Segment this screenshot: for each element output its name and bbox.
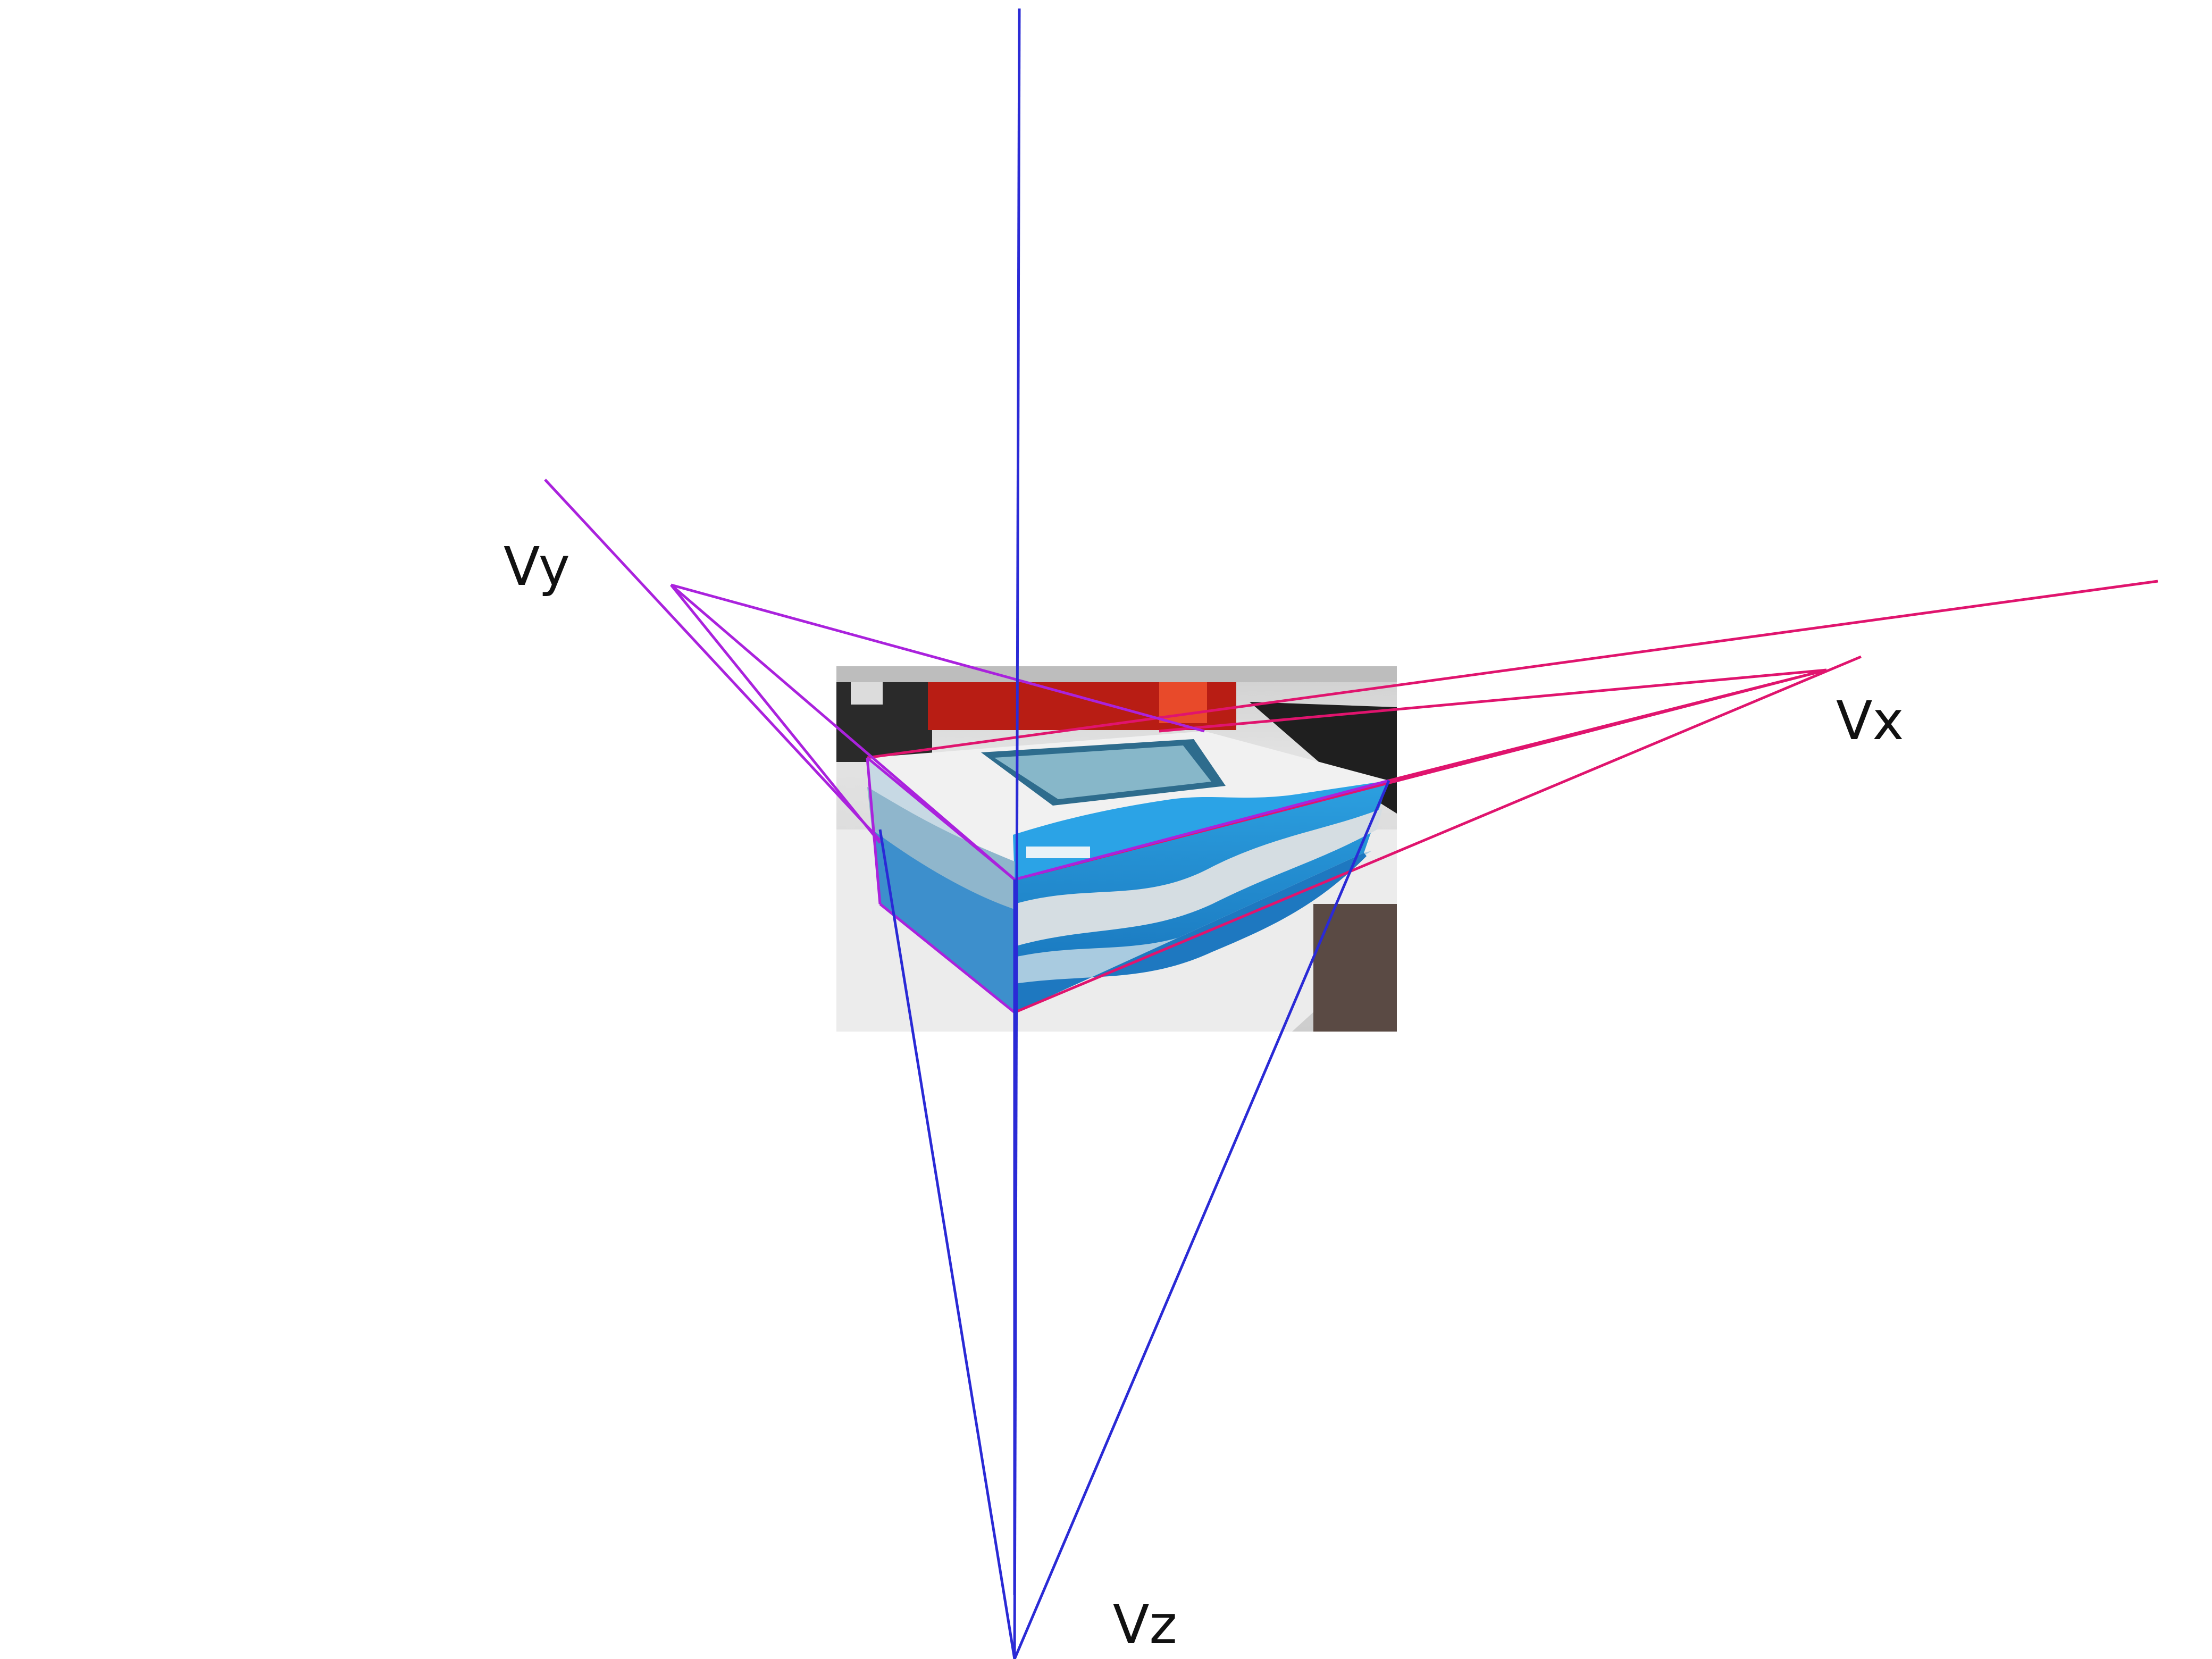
box-photo bbox=[836, 666, 1397, 1032]
vy-line-top-far bbox=[671, 583, 1205, 733]
vy-line-left-edge bbox=[544, 479, 881, 841]
vz-line-right bbox=[1013, 780, 1390, 1659]
vx-line-front-bottom bbox=[1014, 655, 1862, 1014]
box-top-face bbox=[867, 731, 1389, 879]
vx-line-box-top bbox=[1159, 668, 1827, 733]
vx-line-top-edge bbox=[867, 580, 2158, 759]
vz-line-left bbox=[878, 829, 1016, 1659]
vy-label: Vy bbox=[504, 535, 570, 598]
vy-line-box-left bbox=[670, 584, 881, 844]
vx-label: Vx bbox=[1836, 690, 1904, 752]
vz-lines bbox=[878, 8, 1390, 1659]
vx-lines bbox=[867, 580, 2158, 1014]
vy-line-top-left bbox=[670, 584, 1016, 881]
vx-line-right-edge bbox=[1388, 668, 1827, 782]
vy-lines bbox=[544, 479, 1389, 1013]
vz-label: Vz bbox=[1113, 1594, 1177, 1656]
